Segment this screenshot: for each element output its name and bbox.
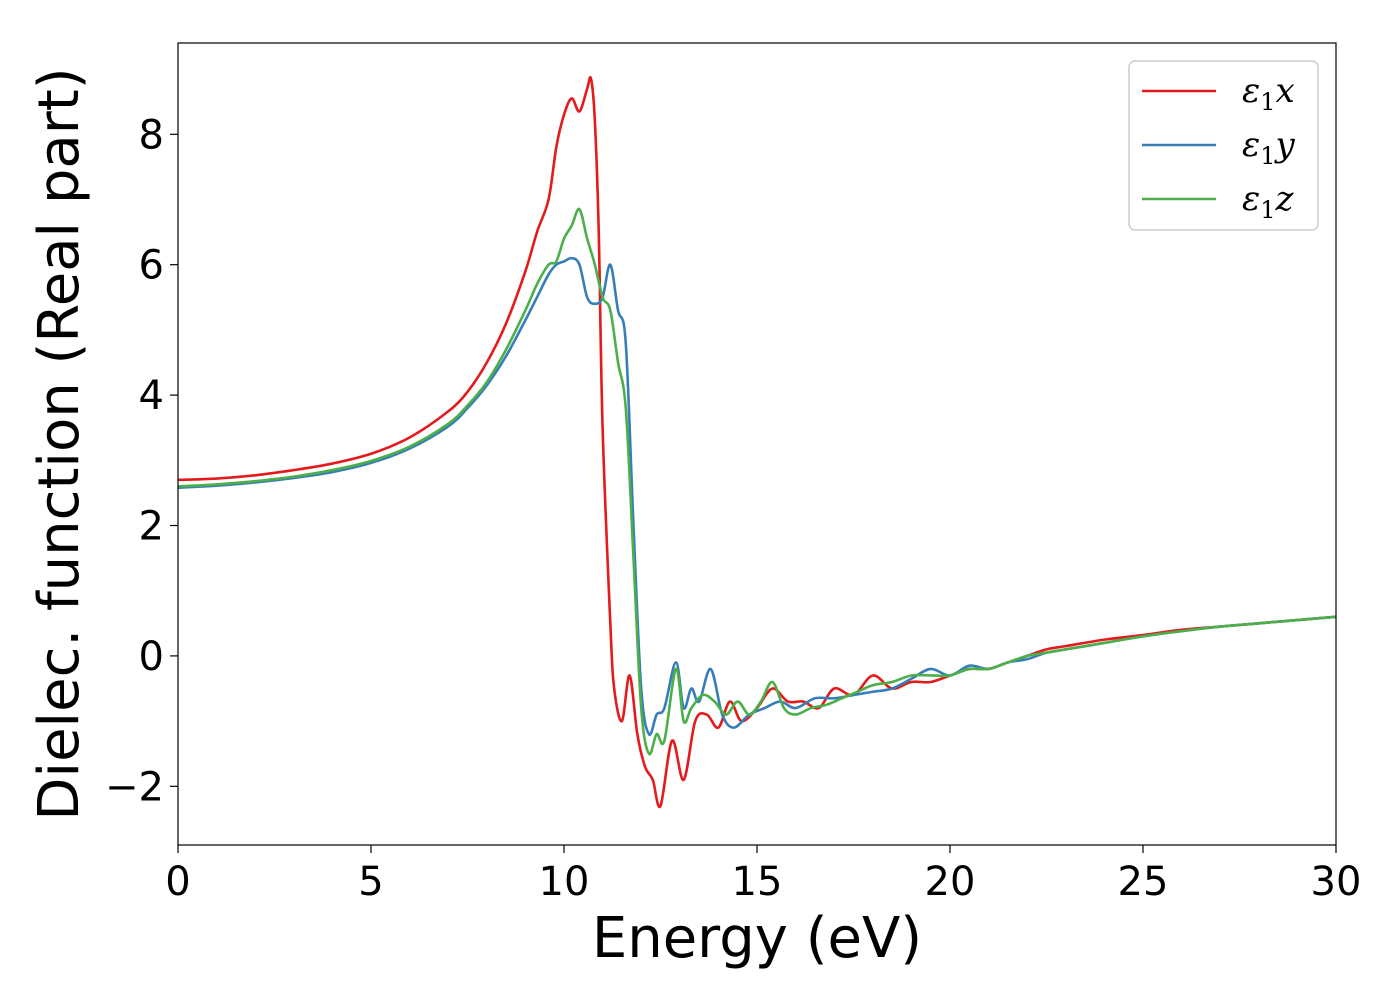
y-tick-label: 8	[139, 112, 164, 158]
x-tick-label: 25	[1118, 859, 1169, 905]
y-axis-label: Dielec. function (Real part)	[27, 67, 92, 820]
y-axis-ticks: −2 0 2 4 6 8	[105, 112, 178, 810]
x-tick-label: 10	[539, 859, 590, 905]
y-tick-label: 6	[139, 243, 164, 289]
legend-label-y: ε1y	[1242, 125, 1296, 170]
y-tick-label: 0	[139, 634, 164, 680]
x-tick-label: 5	[358, 859, 383, 905]
x-axis-label: Energy (eV)	[592, 906, 922, 971]
x-tick-label: 0	[165, 859, 190, 905]
y-tick-label: 2	[139, 504, 164, 550]
series-line-z	[177, 207, 1337, 756]
x-tick-label: 20	[925, 859, 976, 905]
legend-box	[1128, 60, 1319, 231]
x-tick-label: 15	[732, 859, 783, 905]
legend-label-x: ε1x	[1242, 71, 1295, 116]
x-axis-ticks: 0 5 10 15 20 25 30	[165, 845, 1361, 905]
x-tick-label: 30	[1311, 859, 1362, 905]
y-tick-label: −2	[105, 764, 164, 810]
legend: ε1x ε1y ε1z	[1128, 60, 1319, 231]
legend-label-z: ε1z	[1242, 179, 1295, 224]
y-tick-label: 4	[139, 373, 164, 419]
series-layer	[177, 76, 1337, 809]
